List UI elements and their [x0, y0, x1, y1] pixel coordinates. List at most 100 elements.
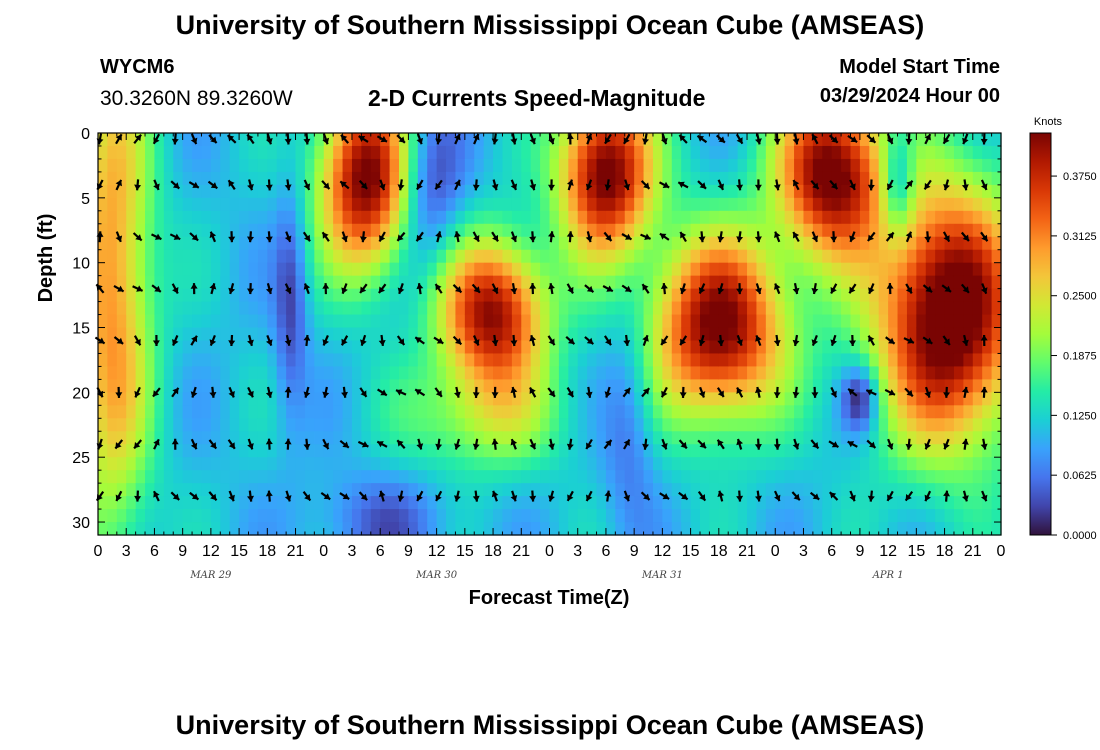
heat-cell — [427, 366, 438, 380]
heat-cell — [869, 418, 880, 432]
current-vector — [867, 335, 875, 346]
heat-cell — [173, 496, 184, 510]
heat-cell — [568, 210, 579, 225]
heat-cell — [765, 158, 776, 173]
current-vector — [303, 334, 311, 347]
heat-cell — [182, 158, 193, 173]
heat-cell — [145, 301, 156, 316]
heat-cell — [982, 171, 993, 186]
heat-cell — [493, 431, 504, 445]
heat-cell — [464, 275, 475, 290]
heat-cell — [98, 223, 109, 238]
heat-cell — [220, 509, 231, 523]
heat-cell — [859, 431, 870, 445]
heat-cell — [380, 262, 391, 277]
heat-cell — [248, 483, 259, 497]
heat-cell — [596, 314, 607, 329]
current-vector — [510, 490, 518, 502]
heat-cell — [991, 249, 1002, 264]
heat-cell — [229, 340, 240, 355]
heat-cell — [276, 327, 287, 342]
heat-cell — [116, 275, 127, 290]
heat-cell — [897, 275, 908, 290]
heat-cell — [888, 509, 899, 523]
current-vector — [811, 334, 819, 347]
heat-cell — [558, 405, 569, 419]
current-vector — [980, 334, 988, 347]
current-vector — [849, 334, 856, 347]
heat-cell — [662, 262, 673, 277]
heat-cell — [859, 184, 870, 199]
heat-cell — [878, 145, 889, 160]
heat-cell — [549, 327, 560, 342]
heat-cell — [182, 288, 193, 303]
heat-cell — [765, 275, 776, 290]
heat-cell — [192, 133, 203, 147]
heat-cell — [436, 262, 447, 277]
heat-cell — [380, 249, 391, 264]
current-vector — [922, 284, 933, 294]
heat-cell — [728, 431, 739, 445]
heat-cell — [427, 197, 438, 212]
heat-cell — [239, 366, 250, 380]
heat-cell — [605, 405, 616, 419]
current-vector — [303, 438, 311, 450]
heat-cell — [765, 418, 776, 432]
heat-cell — [370, 327, 381, 342]
current-vector — [641, 283, 650, 294]
heat-cell — [841, 223, 852, 238]
heat-cell — [182, 496, 193, 510]
heat-cell — [304, 431, 315, 445]
heat-cell — [455, 210, 466, 225]
heat-cell — [897, 522, 908, 536]
heat-cell — [869, 327, 880, 342]
heat-cell — [408, 457, 419, 471]
heat-cell — [192, 288, 203, 303]
heat-cell — [888, 444, 899, 458]
heat-cell — [446, 509, 457, 523]
current-vector — [284, 490, 292, 502]
heat-cell — [145, 171, 156, 186]
heat-cell — [493, 301, 504, 316]
heat-cell — [493, 496, 504, 510]
heat-cell — [558, 171, 569, 186]
heat-cell — [652, 496, 663, 510]
heat-cell — [568, 483, 579, 497]
heat-cell — [521, 483, 532, 497]
heat-cell — [897, 158, 908, 173]
heat-cell — [493, 509, 504, 523]
heat-cell — [502, 223, 513, 238]
heat-cell — [248, 522, 259, 536]
heat-cell — [333, 522, 344, 536]
heat-cell — [878, 210, 889, 225]
heat-cell — [784, 133, 795, 147]
current-vector — [828, 134, 839, 144]
current-vector — [566, 231, 574, 243]
heat-cell — [869, 340, 880, 355]
heat-cell — [671, 145, 682, 160]
heat-cell — [925, 353, 936, 368]
heat-cell — [408, 431, 419, 445]
heat-cell — [154, 249, 165, 264]
heat-cell — [521, 145, 532, 160]
heat-cell — [690, 470, 701, 484]
heat-cell — [98, 366, 109, 380]
current-vector — [228, 283, 236, 295]
heat-cell — [916, 392, 927, 406]
heat-cell — [116, 353, 127, 368]
heat-cell — [671, 366, 682, 380]
heat-cell — [953, 522, 964, 536]
heat-cell — [747, 392, 758, 406]
heat-cell — [483, 366, 494, 380]
heat-cell — [991, 236, 1002, 251]
heat-cell — [549, 522, 560, 536]
heat-cell — [953, 457, 964, 471]
heat-cell — [662, 314, 673, 329]
heat-cell — [399, 314, 410, 329]
heat-cell — [587, 379, 598, 393]
heat-cell — [634, 392, 645, 406]
heat-cell — [859, 353, 870, 368]
heat-cell — [145, 340, 156, 355]
heat-cell — [558, 184, 569, 199]
heat-cell — [493, 223, 504, 238]
